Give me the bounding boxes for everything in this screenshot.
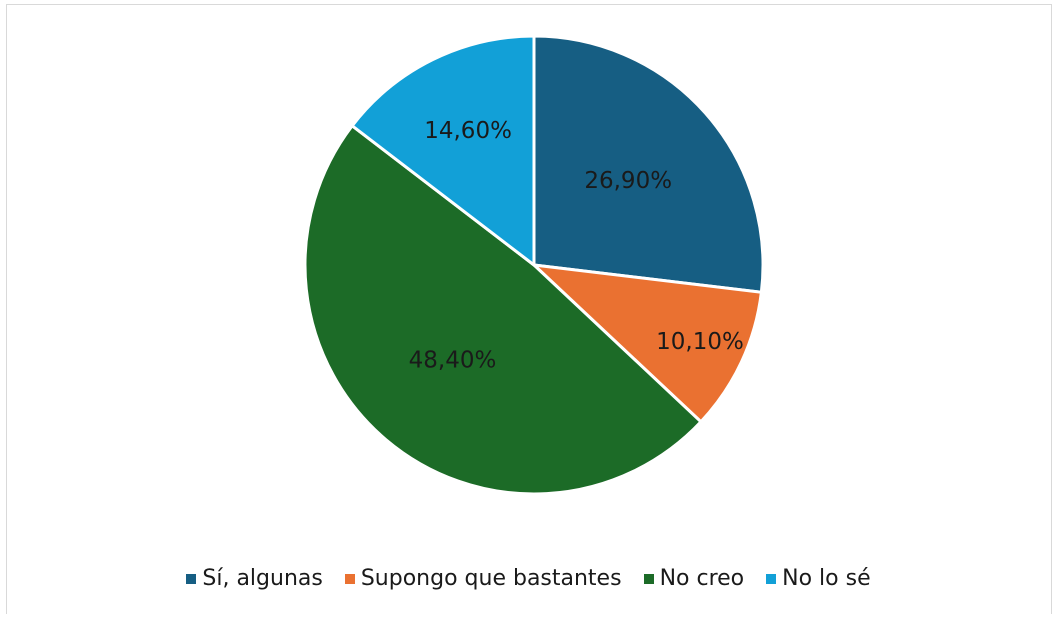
legend-swatch-no-lo-se	[766, 573, 777, 584]
pie-slice-si-algunas[interactable]	[532, 34, 765, 294]
pie-data-labels: 26,90% 10,10% 48,40% 14,60%	[409, 118, 744, 373]
data-label-no-lo-se: 14,60%	[424, 118, 512, 144]
data-label-si-algunas: 26,90%	[584, 168, 672, 194]
legend-label-si-algunas: Sí, algunas	[202, 566, 323, 591]
legend-item-no-creo[interactable]: No creo	[643, 566, 745, 591]
pie-slice-no-lo-se[interactable]	[350, 34, 536, 269]
legend-label-supongo-que-bastantes: Supongo que bastantes	[360, 566, 622, 591]
legend-label-no-lo-se: No lo sé	[782, 566, 871, 591]
legend: Sí, algunas Supongo que bastantes No cre…	[0, 566, 1057, 591]
legend-swatch-no-creo	[643, 573, 654, 584]
legend-swatch-supongo-que-bastantes	[344, 573, 355, 584]
data-label-no-creo: 48,40%	[409, 348, 497, 374]
legend-swatch-si-algunas	[186, 573, 197, 584]
pie-slice-no-creo[interactable]	[303, 123, 704, 496]
legend-item-no-lo-se[interactable]: No lo sé	[766, 566, 871, 591]
legend-label-no-creo: No creo	[659, 566, 745, 591]
pie-slice-supongo-que-bastantes[interactable]	[529, 262, 764, 424]
legend-item-si-algunas[interactable]: Sí, algunas	[186, 566, 323, 591]
legend-item-supongo-que-bastantes[interactable]: Supongo que bastantes	[344, 566, 622, 591]
pie-slices	[303, 34, 765, 496]
data-label-supongo-que-bastantes: 10,10%	[656, 329, 744, 355]
